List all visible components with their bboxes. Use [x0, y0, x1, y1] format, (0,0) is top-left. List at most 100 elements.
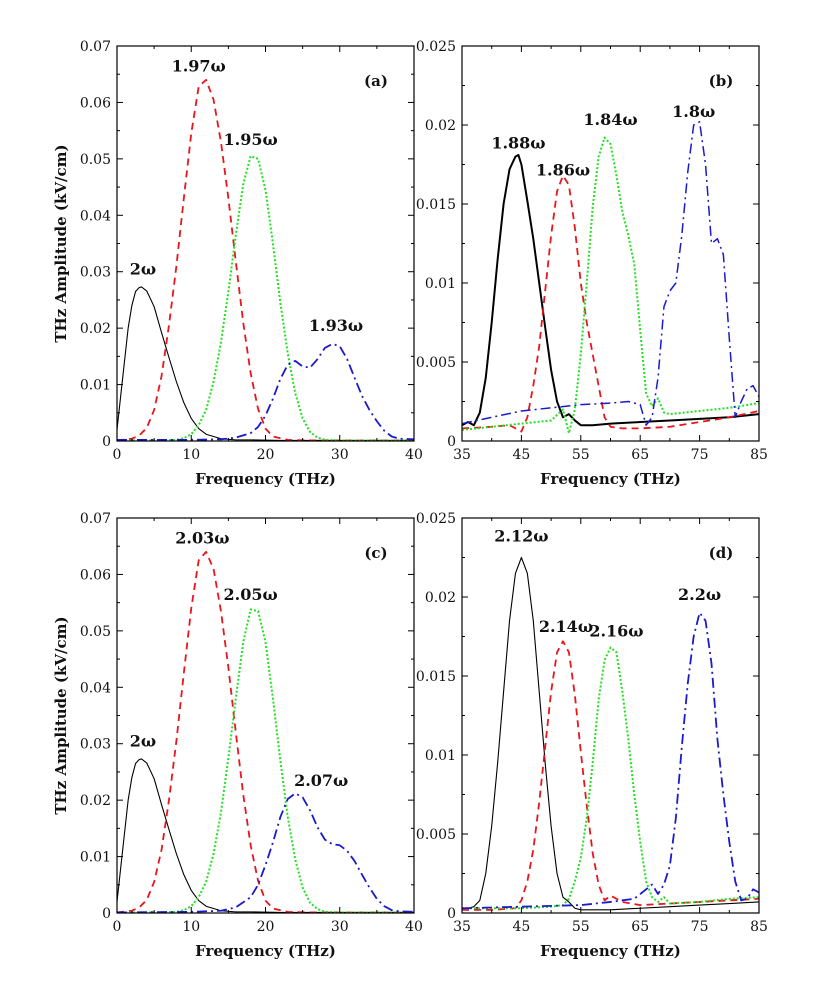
series-line-a-1 — [117, 286, 414, 441]
y-tick-label: 0.02 — [80, 321, 111, 337]
x-axis-title: Frequency (THz) — [540, 470, 681, 488]
y-tick-label: 0.04 — [80, 680, 111, 696]
x-tick-label: 40 — [405, 447, 423, 463]
x-tick-label: 35 — [453, 447, 471, 463]
y-tick-label: 0.02 — [80, 793, 111, 809]
peak-annotation: 1.97ω — [172, 56, 226, 75]
y-tick-label: 0.04 — [80, 208, 111, 224]
x-axis-title: Frequency (THz) — [195, 470, 336, 488]
x-tick-label: 75 — [691, 447, 709, 463]
series-line-c-4 — [117, 792, 414, 913]
y-tick-label: 0 — [102, 906, 111, 922]
y-axis-title: THz Amplitude (kV/cm) — [52, 616, 70, 814]
y-tick-label: 0.01 — [80, 850, 111, 866]
panel-label: (a) — [364, 72, 388, 90]
x-axis-title: Frequency (THz) — [195, 942, 336, 960]
series-line-a-3 — [117, 155, 414, 441]
x-tick-label: 55 — [572, 919, 590, 935]
panel-label: (d) — [709, 544, 734, 562]
plot-frame-a — [116, 45, 415, 442]
peak-annotation: 1.95ω — [224, 130, 278, 149]
y-tick-label: 0.005 — [416, 827, 456, 843]
peak-annotation: 1.93ω — [309, 316, 363, 335]
panel-a: 0 10 20 30 40 0 0.01 0.02 0.03 0.04 0.05 0.06 0.07 Fr… — [52, 39, 423, 488]
series-line-c-2 — [117, 550, 414, 913]
x-tick-label: 10 — [182, 919, 200, 935]
plot-area-a — [117, 78, 414, 441]
series-line-d-4 — [462, 611, 759, 910]
panel-b: 35 45 55 65 75 85 0 0.005 0.01 0.015 0.02 0.025 Freq… — [416, 39, 768, 488]
y-tick-label: 0.015 — [416, 197, 456, 213]
y-tick-label: 0.02 — [425, 118, 456, 134]
x-tick-label: 55 — [572, 447, 590, 463]
series-line-c-1 — [117, 758, 414, 913]
series-line-d-3 — [462, 646, 759, 910]
series-line-d-2 — [462, 640, 759, 911]
panel-c: 0 10 20 30 40 0 0.01 0.02 0.03 0.04 0.05 0.06 0.07 Fr… — [52, 511, 423, 960]
panel-label: (b) — [709, 72, 734, 90]
x-tick-label: 65 — [631, 447, 649, 463]
peak-annotation: 1.88ω — [491, 134, 545, 153]
y-tick-label: 0.01 — [425, 748, 456, 764]
peak-annotation: 2.16ω — [589, 622, 643, 641]
y-tick-label: 0.06 — [80, 567, 111, 583]
plot-frame-c — [116, 517, 415, 914]
y-tick-label: 0.005 — [416, 355, 456, 371]
y-tick-label: 0.07 — [80, 511, 111, 527]
peak-annotation: 2.14ω — [539, 617, 593, 636]
x-tick-label: 85 — [750, 447, 768, 463]
x-tick-label: 75 — [691, 919, 709, 935]
y-tick-label: 0 — [102, 434, 111, 450]
x-axis-title: Frequency (THz) — [540, 942, 681, 960]
y-tick-label: 0.025 — [416, 39, 456, 55]
peak-annotation: 2ω — [130, 260, 156, 279]
y-tick-label: 0 — [447, 434, 456, 450]
y-tick-label: 0.025 — [416, 511, 456, 527]
y-tick-label: 0.015 — [416, 669, 456, 685]
peak-annotation: 2.03ω — [175, 528, 229, 547]
x-tick-label: 20 — [257, 919, 275, 935]
y-tick-label: 0.07 — [80, 39, 111, 55]
y-axis-title: THz Amplitude (kV/cm) — [52, 144, 70, 342]
peak-annotation: 2.12ω — [494, 527, 548, 546]
x-tick-label: 35 — [453, 919, 471, 935]
y-tick-label: 0.05 — [80, 624, 111, 640]
panel-d: 35 45 55 65 75 85 0 0.005 0.01 0.015 0.02 0.025 Freq… — [416, 511, 768, 960]
series-line-a-2 — [117, 78, 414, 441]
peak-annotation: 1.84ω — [583, 110, 637, 129]
peak-annotation: 2.07ω — [294, 771, 348, 790]
peak-annotation: 1.8ω — [672, 102, 715, 121]
plot-area-c — [117, 550, 414, 913]
y-tick-label: 0.06 — [80, 95, 111, 111]
peak-annotation: 1.86ω — [536, 161, 590, 180]
y-tick-label: 0.05 — [80, 152, 111, 168]
series-line-b-4 — [462, 121, 759, 426]
plot-area-d — [462, 556, 759, 911]
y-tick-label: 0.01 — [80, 378, 111, 394]
x-tick-label: 45 — [512, 919, 530, 935]
peak-annotation: 2.2ω — [678, 585, 721, 604]
panel-label: (c) — [364, 544, 387, 562]
series-line-d-1 — [462, 556, 759, 911]
series-line-b-1 — [462, 154, 759, 427]
series-line-b-3 — [462, 136, 759, 435]
x-tick-label: 20 — [257, 447, 275, 463]
y-tick-label: 0.02 — [425, 590, 456, 606]
x-tick-label: 45 — [512, 447, 530, 463]
peak-annotation: 2ω — [130, 732, 156, 751]
x-tick-label: 65 — [631, 919, 649, 935]
y-tick-label: 0.03 — [80, 737, 111, 753]
x-tick-label: 85 — [750, 919, 768, 935]
plot-area-b — [462, 121, 759, 435]
x-tick-label: 10 — [182, 447, 200, 463]
y-tick-label: 0 — [447, 906, 456, 922]
series-line-c-3 — [117, 608, 414, 913]
x-tick-label: 40 — [405, 919, 423, 935]
x-tick-label: 0 — [113, 919, 122, 935]
plot-frame-d — [461, 517, 760, 914]
x-tick-label: 30 — [331, 919, 349, 935]
x-tick-label: 30 — [331, 447, 349, 463]
x-tick-label: 0 — [113, 447, 122, 463]
series-line-b-2 — [462, 174, 759, 433]
